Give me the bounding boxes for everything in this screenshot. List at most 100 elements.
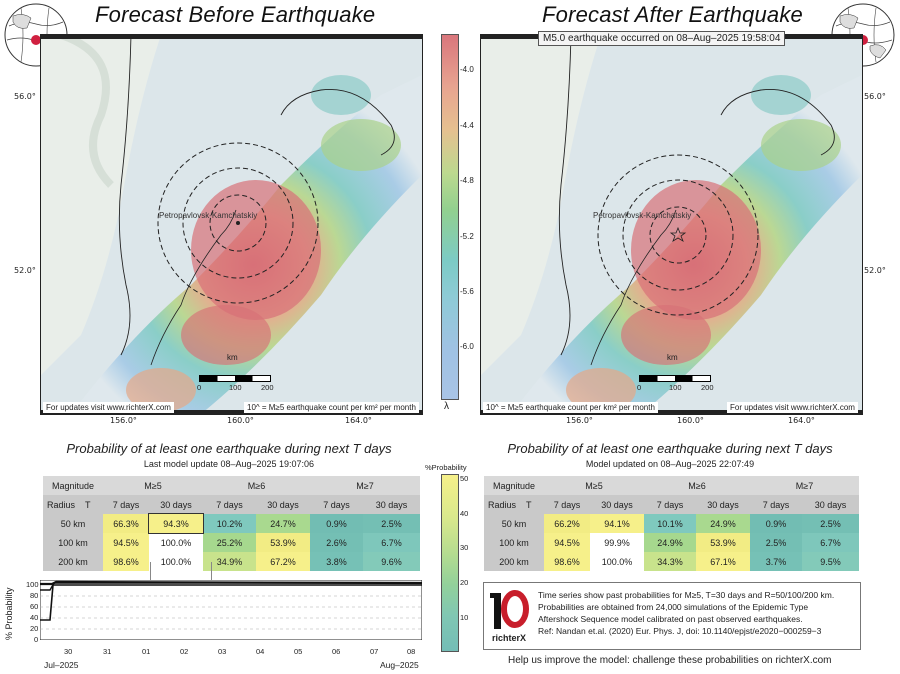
prob-colorbar-title: %Probability: [425, 463, 467, 472]
ts-ytick: 80: [30, 591, 39, 600]
scale-tick-100: 100: [669, 383, 682, 392]
prob-cell: 3.8%: [310, 552, 363, 571]
richterx-logo-icon: [490, 587, 530, 633]
lambda-tick: -5.2: [460, 232, 474, 241]
lon-label-160: 160.0°: [677, 416, 704, 425]
mag-header: M≥6: [203, 476, 310, 495]
prob-cell: 24.7%: [256, 514, 310, 533]
lon-label-164: 164.0°: [788, 416, 815, 425]
magnitude-header: Magnitude: [43, 476, 103, 495]
prob-tick: 20: [460, 578, 469, 587]
right-table-title: Probability of at least one earthquake d…: [507, 441, 833, 456]
ts-ytick: 60: [30, 602, 39, 611]
prob-cell: 94.1%: [590, 514, 644, 533]
radius-cell: 200 km: [484, 552, 544, 571]
scale-tick-100: 100: [229, 383, 242, 392]
ts-xtick: 04: [256, 647, 265, 656]
ts-xtick: 31: [103, 647, 112, 656]
period-header: 30 days: [149, 495, 203, 514]
scale-tick-0: 0: [197, 383, 202, 392]
mag-header: M≥5: [544, 476, 644, 495]
prob-cell: 34.9%: [203, 552, 256, 571]
scale-tick-200: 200: [261, 383, 274, 392]
table-row: 50 km 66.2% 94.1% 10.1% 24.9% 0.9% 2.5%: [484, 514, 859, 533]
updates-note: For updates visit www.richterX.com: [727, 402, 858, 413]
ts-ytick: 0: [34, 635, 39, 644]
period-header: 30 days: [363, 495, 420, 514]
table-row: 50 km 66.3% 94.3% 10.2% 24.7% 0.9% 2.5%: [43, 513, 420, 534]
ts-xtick: 03: [218, 647, 227, 656]
timeseries-ylabel: % Probability: [4, 587, 14, 640]
scale-unit-label: km: [667, 353, 678, 362]
lat-label-52: 52.0°: [864, 266, 886, 275]
probability-timeseries: [39, 579, 423, 641]
table-row: 200 km 98.6% 100.0% 34.9% 67.2% 3.8% 9.6…: [43, 552, 420, 571]
mag-header: M≥7: [750, 476, 859, 495]
probability-colorbar: [441, 474, 459, 652]
challenge-link[interactable]: Help us improve the model: challenge the…: [508, 655, 832, 666]
prob-cell: 66.2%: [544, 514, 590, 533]
mag-header: M≥7: [310, 476, 420, 495]
lon-label-164: 164.0°: [345, 416, 372, 425]
period-header: 30 days: [802, 495, 859, 514]
prob-cell: 94.5%: [103, 533, 149, 552]
scale-bar: [199, 375, 271, 382]
prob-cell: 66.3%: [103, 514, 149, 533]
period-header: 7 days: [203, 495, 256, 514]
lat-label-56: 56.0°: [864, 92, 886, 101]
info-line: Ref: Nandan et.al. (2020) Eur. Phys. J, …: [538, 626, 822, 636]
ts-xtick: 01: [142, 647, 151, 656]
left-probability-table: Magnitude M≥5 M≥6 M≥7 Radius T 7 days 30 …: [43, 476, 420, 571]
prob-cell: 2.6%: [310, 533, 363, 552]
radius-cell: 50 km: [43, 514, 103, 533]
info-box: richterX Time series show past probabili…: [483, 582, 861, 650]
lon-label-160: 160.0°: [227, 416, 254, 425]
prob-tick: 40: [460, 509, 469, 518]
prob-cell: 100.0%: [590, 552, 644, 571]
prob-cell: 94.5%: [544, 533, 590, 552]
info-line: Probabilities are obtained from 24,000 s…: [538, 602, 809, 612]
prob-cell: 34.3%: [644, 552, 696, 571]
scale-tick-200: 200: [701, 383, 714, 392]
lambda-symbol: λ: [444, 401, 449, 412]
period-header: 7 days: [644, 495, 696, 514]
prob-tick: 30: [460, 543, 469, 552]
ts-xtick: 05: [294, 647, 303, 656]
right-probability-table: Magnitude M≥5 M≥6 M≥7 Radius T 7 days 30 …: [484, 476, 859, 571]
ts-xtick: 07: [370, 647, 379, 656]
radius-cell: 100 km: [484, 533, 544, 552]
prob-cell: 67.2%: [256, 552, 310, 571]
city-label: Petropavlovsk-Kamchatskiy: [159, 211, 258, 220]
table-row: 100 km 94.5% 100.0% 25.2% 53.9% 2.6% 6.7…: [43, 533, 420, 552]
period-header: 7 days: [544, 495, 590, 514]
scale-bar: [639, 375, 711, 382]
right-table-subtitle: Model updated on 08–Aug–2025 22:07:49: [585, 459, 755, 469]
scale-unit-label: km: [227, 353, 238, 362]
left-map-title: Forecast Before Earthquake: [95, 2, 376, 27]
right-map-title: Forecast After Earthquake: [542, 2, 803, 27]
prob-tick: 10: [460, 613, 469, 622]
prob-cell: 25.2%: [203, 533, 256, 552]
ts-ytick: 20: [30, 624, 39, 633]
ts-month-label: Aug–2025: [380, 660, 419, 670]
prob-cell: 6.7%: [363, 533, 420, 552]
info-line: Time series show past probabilities for …: [538, 590, 835, 600]
logo-text: richterX: [492, 633, 527, 643]
updates-note: For updates visit www.richterX.com: [43, 402, 174, 413]
prob-cell: 53.9%: [696, 533, 750, 552]
scale-tick-0: 0: [637, 383, 642, 392]
right-forecast-map: Petropavlovsk-Kamchatskiy km 0 100 200: [480, 34, 863, 415]
city-label: Petropavlovsk-Kamchatskiy: [593, 211, 692, 220]
prob-cell: 9.5%: [802, 552, 859, 571]
ts-xtick: 08: [407, 647, 416, 656]
lon-label-156: 156.0°: [110, 416, 137, 425]
prob-cell: 9.6%: [363, 552, 420, 571]
prob-cell: 53.9%: [256, 533, 310, 552]
left-table-subtitle: Last model update 08–Aug–2025 19:07:06: [143, 459, 315, 469]
prob-cell: 2.5%: [750, 533, 802, 552]
prob-cell: 2.5%: [363, 514, 420, 533]
prob-tick: 50: [460, 474, 469, 483]
lambda-tick: -5.6: [460, 287, 474, 296]
units-note: 10^ = M≥5 earthquake count per km² per m…: [244, 402, 419, 413]
ts-month-label: Jul–2025: [44, 660, 79, 670]
